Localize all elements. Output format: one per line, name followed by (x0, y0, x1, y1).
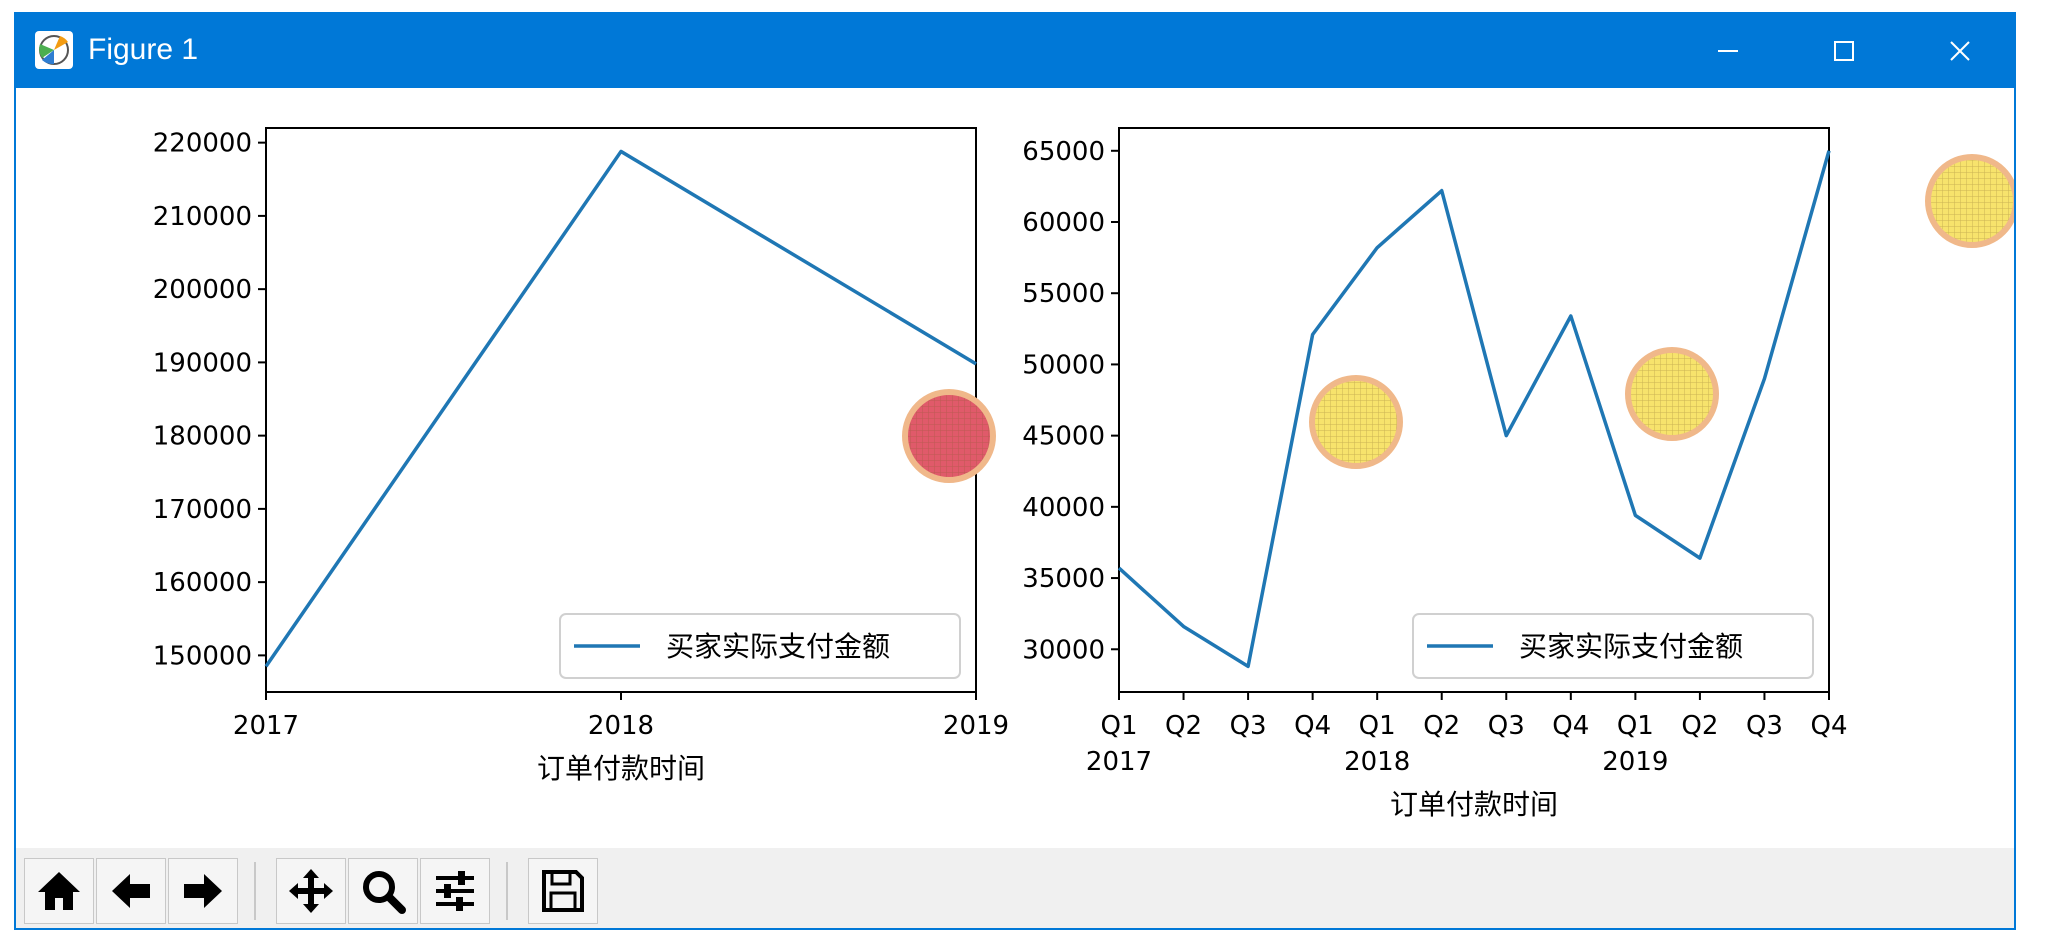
configure-subplots-button[interactable] (420, 858, 490, 924)
toolbar-separator (254, 862, 256, 920)
red-marker-texture (908, 395, 990, 477)
y-tick-label: 65000 (1022, 137, 1105, 167)
x-tick-label: Q2 (1681, 711, 1718, 741)
yellow-marker-3-texture (1931, 160, 2013, 242)
x-tick-label: Q4 (1552, 711, 1589, 741)
plot-frame (265, 127, 977, 693)
magnifier-icon (363, 871, 406, 914)
series-line (1117, 150, 1831, 669)
x-tick-label: Q1 (1359, 711, 1396, 741)
y-tick-label: 170000 (153, 495, 252, 525)
x-tick-label: Q3 (1230, 711, 1267, 741)
y-tick-label: 45000 (1022, 422, 1105, 452)
zoom-button[interactable] (348, 858, 418, 924)
back-button[interactable] (96, 858, 166, 924)
matplotlib-app-icon (35, 31, 73, 69)
legend-label: 买家实际支付金额 (666, 630, 890, 663)
y-tick-label: 50000 (1022, 350, 1105, 380)
x-year-label: 2017 (1086, 747, 1152, 777)
close-button[interactable] (1902, 14, 2018, 88)
series-line (264, 149, 977, 668)
y-tick-label: 210000 (153, 202, 252, 232)
x-tick-label: 2018 (588, 711, 654, 741)
x-year-label: 2018 (1344, 747, 1410, 777)
navigation-toolbar (16, 848, 2014, 928)
move-icon (289, 869, 333, 913)
home-button[interactable] (24, 858, 94, 924)
y-tick-label: 40000 (1022, 493, 1105, 523)
floppy-disk-icon (542, 870, 584, 912)
y-tick-label: 35000 (1022, 564, 1105, 594)
y-tick-label: 220000 (153, 129, 252, 159)
figure-window: Figure 1 150000 160000 170000 180000 190000 2… (14, 12, 2016, 930)
x-axis-label: 订单付款时间 (537, 752, 705, 785)
home-icon (38, 872, 80, 910)
minimize-button[interactable] (1670, 14, 1786, 88)
x-tick-label: Q3 (1488, 711, 1525, 741)
x-tick-label: Q1 (1100, 711, 1137, 741)
y-tick-label: 30000 (1022, 635, 1105, 665)
sliders-icon (436, 871, 474, 911)
y-tick-label: 60000 (1022, 208, 1105, 238)
x-tick-label: Q2 (1423, 711, 1460, 741)
arrow-left-icon (112, 874, 150, 908)
y-tick-label: 190000 (153, 348, 252, 378)
yellow-marker-2-texture (1631, 353, 1713, 435)
pan-button[interactable] (276, 858, 346, 924)
legend-box (1412, 613, 1814, 679)
legend-label: 买家实际支付金额 (1519, 630, 1743, 663)
yellow-marker-1-texture (1315, 381, 1397, 463)
x-tick-label: Q2 (1165, 711, 1202, 741)
x-tick-label: 2017 (233, 711, 299, 741)
x-year-label: 2019 (1602, 747, 1668, 777)
y-tick-label: 180000 (153, 422, 252, 452)
plot-frame (1118, 127, 1830, 693)
y-tick-label: 160000 (153, 568, 252, 598)
maximize-button[interactable] (1786, 14, 1902, 88)
x-tick-label: Q4 (1810, 711, 1847, 741)
arrow-right-icon (184, 874, 222, 908)
y-tick-label: 150000 (153, 641, 252, 671)
minimize-icon (1718, 50, 1738, 52)
x-tick-label: Q3 (1746, 711, 1783, 741)
forward-button[interactable] (168, 858, 238, 924)
x-axis-label: 订单付款时间 (1390, 788, 1558, 821)
close-icon (1950, 41, 1970, 61)
legend-box (559, 613, 961, 679)
x-tick-label: Q1 (1617, 711, 1654, 741)
toolbar-separator (506, 862, 508, 920)
maximize-icon (1834, 41, 1854, 61)
x-tick-label: Q4 (1294, 711, 1331, 741)
title-bar[interactable]: Figure 1 (16, 14, 2014, 88)
y-tick-label: 55000 (1022, 279, 1105, 309)
y-tick-label: 200000 (153, 275, 252, 305)
window-title: Figure 1 (88, 33, 199, 66)
figure-svg: 150000 160000 170000 180000 190000 200000 2100… (153, 127, 2014, 821)
x-tick-label: 2019 (943, 711, 1009, 741)
figure-canvas[interactable]: 150000 160000 170000 180000 190000 200000 2100… (16, 88, 2014, 848)
save-button[interactable] (528, 858, 598, 924)
